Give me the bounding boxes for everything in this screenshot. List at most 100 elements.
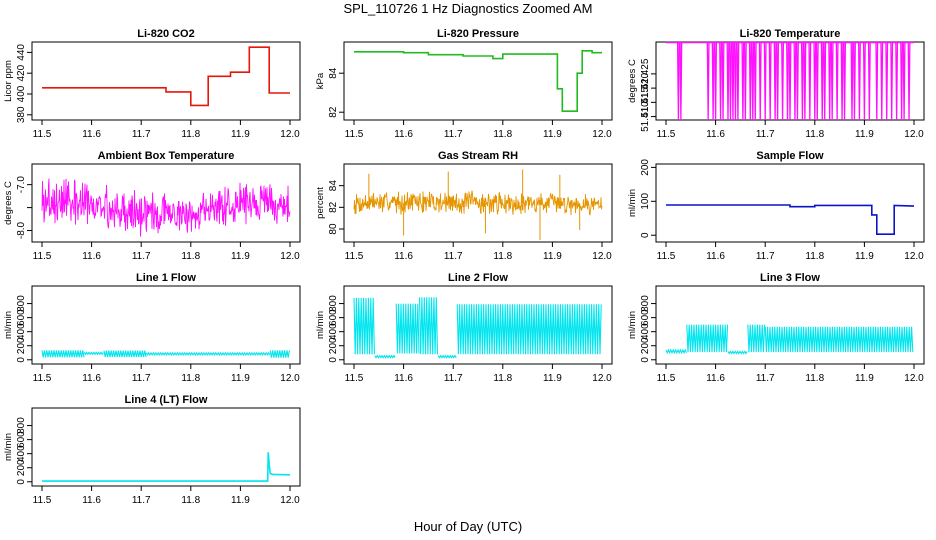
plot-frame	[31, 285, 301, 365]
x-tick-label: 11.8	[181, 251, 200, 262]
x-tick-label: 11.6	[394, 129, 413, 140]
x-tick-label: 11.7	[444, 373, 463, 384]
data-spike	[763, 42, 767, 121]
x-tick-label: 11.6	[706, 251, 725, 262]
data-spike	[840, 42, 844, 121]
x-tick-label: 11.5	[657, 251, 676, 262]
data-band	[665, 348, 687, 355]
y-tick-label: -7.0	[16, 176, 27, 194]
data-spike	[743, 42, 747, 121]
data-spike	[679, 42, 683, 121]
x-tick-label: 11.6	[706, 373, 725, 384]
panel-co2: Li-820 CO2 Licor ppm 11.5 11.6 11.7 11.8 11.9 1…	[3, 28, 301, 140]
data-spike	[736, 42, 740, 121]
x-tick-label: 11.5	[345, 129, 364, 140]
x-tick-label: 11.9	[231, 129, 250, 140]
series-line4	[42, 452, 291, 482]
x-tick-label: 11.7	[756, 129, 775, 140]
y-tick-label: 200	[640, 159, 651, 176]
y-tick-label: 0	[16, 479, 27, 485]
x-tick-label: 11.5	[33, 129, 52, 140]
x-tick-label: 11.8	[493, 129, 512, 140]
y-tick-label: 80	[328, 223, 339, 235]
x-tick-label: 11.5	[345, 251, 364, 262]
y-tick-label: 600	[328, 309, 339, 326]
y-axis-label: percent	[315, 187, 326, 219]
plot-frame	[343, 41, 613, 121]
x-tick-label: 12.0	[280, 495, 300, 506]
data-band	[764, 326, 914, 353]
plot-frame	[31, 407, 301, 487]
x-tick-label: 11.6	[706, 129, 725, 140]
x-tick-label: 11.6	[82, 495, 101, 506]
panel-title: Line 2 Flow	[448, 272, 508, 284]
x-tick-label: 12.0	[904, 129, 924, 140]
data-band	[747, 324, 766, 353]
y-tick-label: 600	[16, 431, 27, 448]
y-tick-label: 420	[16, 64, 27, 81]
x-tick-label: 11.5	[33, 495, 52, 506]
x-tick-label: 12.0	[904, 251, 924, 262]
y-tick-label: 0	[640, 232, 651, 238]
x-tick-label: 12.0	[592, 129, 612, 140]
x-tick-label: 11.8	[805, 373, 824, 384]
y-axis-label: ml/min	[3, 311, 14, 339]
data-band	[374, 354, 396, 359]
y-axis-label: kPa	[315, 72, 326, 89]
y-axis-label: ml/min	[3, 433, 14, 461]
panel-title: Li-820 Pressure	[437, 28, 519, 40]
data-line	[42, 46, 290, 107]
data-spike	[820, 42, 824, 121]
y-tick-label: 440	[16, 44, 27, 61]
y-tick-label: 800	[328, 295, 339, 312]
x-tick-label: 11.7	[132, 129, 151, 140]
panel-line3: Line 3 Flow ml/min 11.5 11.6 11.7 11.8 11.9 12.…	[627, 272, 925, 384]
x-tick-label: 11.8	[493, 251, 512, 262]
x-tick-label: 11.9	[543, 129, 562, 140]
data-spike	[880, 42, 884, 121]
data-spike	[726, 42, 730, 121]
y-tick-label: 82	[328, 201, 339, 213]
data-band	[686, 324, 729, 353]
y-tick-label: 200	[16, 459, 27, 476]
plot-frame	[31, 41, 301, 121]
y-tick-label: 600	[640, 309, 651, 326]
data-spike	[741, 42, 745, 121]
panel-sample_flow: Sample Flow ml/min 11.5 11.6 11.7 11.8 11.9 12.…	[627, 150, 925, 262]
y-axis-label: ml/min	[627, 189, 638, 217]
x-tick-label: 11.6	[82, 129, 101, 140]
x-tick-label: 11.8	[493, 373, 512, 384]
panel-title: Li-820 CO2	[137, 28, 194, 40]
x-tick-label: 11.9	[855, 373, 874, 384]
figure-title: SPL_110726 1 Hz Diagnostics Zoomed AM	[343, 1, 592, 16]
panel-line2: Line 2 Flow ml/min 11.5 11.6 11.7 11.8 11.9 12.…	[315, 272, 613, 384]
panel-rh: Gas Stream RH percent 11.5 11.6 11.7 11.8 11.9…	[315, 150, 613, 262]
y-tick-label: 200	[16, 337, 27, 354]
x-tick-label: 11.8	[805, 129, 824, 140]
x-tick-label: 11.8	[805, 251, 824, 262]
panel-line1: Line 1 Flow ml/min 11.5 11.6 11.7 11.8 11.9 12.…	[3, 272, 301, 384]
y-tick-label: 51.410	[640, 101, 651, 132]
data-spike	[800, 42, 804, 121]
data-spike	[714, 42, 718, 121]
data-spike	[815, 42, 819, 121]
data-band	[103, 350, 147, 358]
data-spike	[719, 42, 723, 121]
data-spike	[875, 42, 879, 121]
x-tick-label: 11.6	[394, 373, 413, 384]
y-tick-label: 400	[328, 323, 339, 340]
data-spike	[857, 42, 861, 121]
data-spike	[813, 42, 817, 121]
y-axis-label: ml/min	[627, 311, 638, 339]
x-tick-label: 11.5	[33, 251, 52, 262]
series-box_temp	[41, 178, 291, 237]
x-tick-label: 11.8	[181, 129, 200, 140]
data-spike	[850, 42, 854, 121]
x-tick-label: 11.9	[855, 251, 874, 262]
data-spike	[902, 42, 906, 121]
x-axis-label: Hour of Day (UTC)	[414, 519, 522, 534]
series-line2	[353, 297, 602, 359]
data-spike	[907, 42, 911, 121]
y-tick-label: 800	[16, 417, 27, 434]
y-tick-label: 200	[328, 337, 339, 354]
